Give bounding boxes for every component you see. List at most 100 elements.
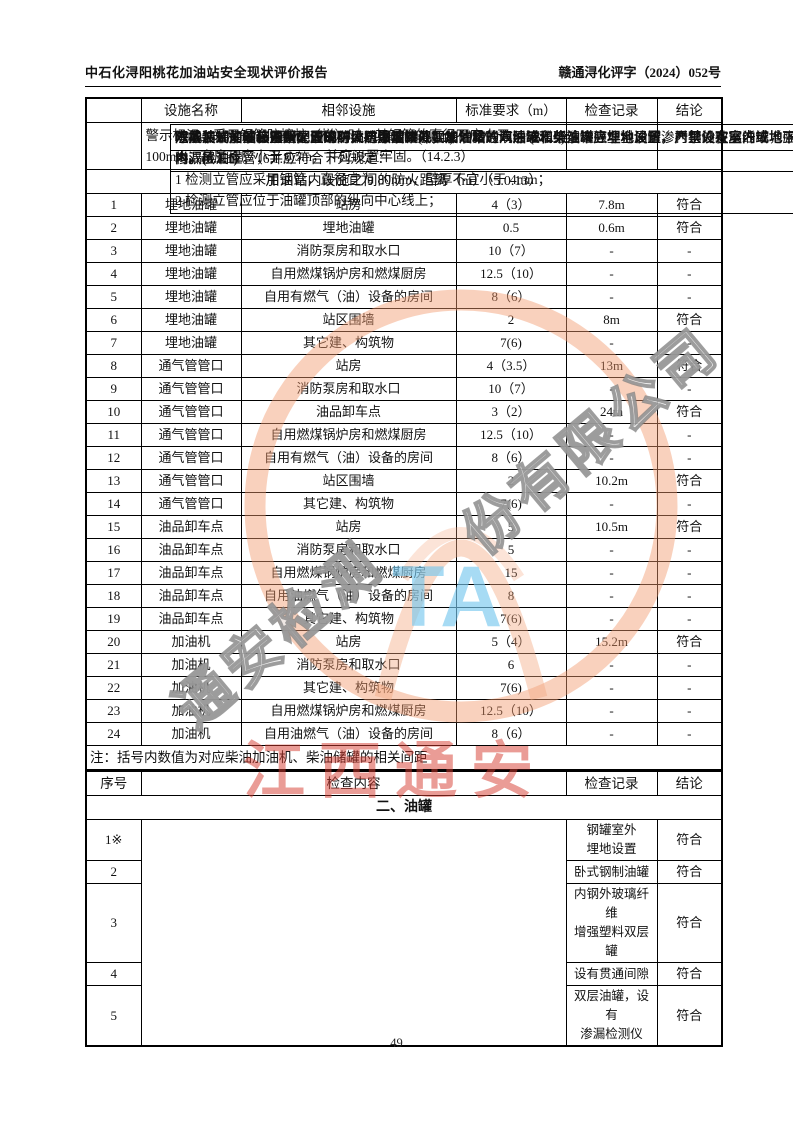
record-line: 埋地设置 [586, 842, 637, 856]
table-cell: 13m [565, 354, 658, 378]
table-row: 8 通气管管口 站房 4（3.5） 13m 符合 [85, 354, 723, 378]
table-cell: - [656, 607, 723, 631]
table-cell: - [565, 423, 658, 447]
table-cell: - [656, 699, 723, 723]
note-row: 注：括号内数值为对应柴油加油机、柴油储罐的相关间距 [85, 745, 723, 771]
table-cell: 通气管管口 [140, 354, 242, 378]
table-cell: 加油机 [140, 630, 242, 654]
carryover-row: 警示标识。采用钢管防撞柱（栏）时，其钢管的直径不应小于 100mm，高度不应小于… [85, 122, 723, 170]
content-line: 1 检测立管应采用钢管，直径宜为 80mm，壁厚不宜小于 4mm； [175, 172, 552, 187]
table-cell: 8 [455, 584, 567, 608]
page-number: 49 [390, 1036, 403, 1050]
table-row: 17 油品卸车点 自用燃煤锅炉房和燃煤厨房 15- - [85, 561, 723, 585]
content-line: 2 检测立管应位于油罐顶部的纵向中心线上； [175, 193, 442, 208]
table-cell: 自用油燃气（油）设备的房间 [240, 584, 457, 608]
table-cell: 自用燃煤锅炉房和燃煤厨房 [240, 699, 457, 723]
table-cell: 通气管管口 [140, 446, 242, 470]
table-cell: 5 [455, 538, 567, 562]
table-cell: 16 [85, 538, 142, 562]
table-cell: 0.5 [455, 216, 567, 240]
table-cell: - [565, 722, 658, 746]
table-cell: 埋地油罐 [140, 331, 242, 355]
table-row: 11 通气管管口 自用燃煤锅炉房和燃煤厨房 12.5（10） - - [85, 423, 723, 447]
table-cell: 油品卸车点 [140, 538, 242, 562]
column-header: 检查记录 [565, 771, 658, 796]
column-header-row: 设施名称 相邻设施 标准要求（m） 检查记录 结论 [85, 97, 723, 123]
table-cell: 通气管管口 [140, 400, 242, 424]
serial-cell: 2 [85, 860, 142, 884]
table-cell: 24m [565, 400, 658, 424]
table-cell: 6 [85, 308, 142, 332]
section-title: 二、油罐 [85, 795, 723, 820]
table-cell: 10 [85, 400, 142, 424]
table-cell: 埋地油罐 [140, 308, 242, 332]
conclusion-cell: 符合 [656, 985, 723, 1047]
column-header: 标准要求（m） [455, 97, 567, 123]
table-row: 21 加油机 消防泵房和取水口 6- - [85, 653, 723, 677]
table-cell: 站房 [240, 630, 457, 654]
table-row: 22 加油机 其它建、构筑物 7(6) - - [85, 676, 723, 700]
table-cell: - [565, 676, 658, 700]
tank-table-body: 1※ 除撬装式加油装置所配置的防火防爆油罐外，加油站的汽油罐和柴油罐应埋地设置，严… [85, 124, 793, 1047]
record-line: 渗漏检测仪 [580, 1027, 643, 1041]
table-cell: 13 [85, 469, 142, 493]
table-cell: 12.5（10） [455, 699, 567, 723]
section-title-row: 二、油罐 [85, 795, 723, 820]
table-row: 18 油品卸车点 自用油燃气（油）设备的房间 8- - [85, 584, 723, 608]
table-cell: 消防泵房和取水口 [240, 239, 457, 263]
table-cell: 埋地油罐 [140, 285, 242, 309]
table-cell: - [565, 607, 658, 631]
table-cell: 3 [85, 239, 142, 263]
table-cell: 埋地油罐 [140, 216, 242, 240]
table-cell: 自用燃煤锅炉房和燃煤厨房 [240, 561, 457, 585]
content-line: 双层钢制油罐、内钢外玻璃纤维增强塑料双层油罐和玻璃纤维增强塑料等非金属防渗衬里的… [175, 130, 793, 166]
table-cell: - [656, 423, 723, 447]
table-cell: 23 [85, 699, 142, 723]
table-cell: 符合 [656, 630, 723, 654]
table-cell: 8m [565, 308, 658, 332]
table-row: 1※ 除撬装式加油装置所配置的防火防爆油罐外，加油站的汽油罐和柴油罐应埋地设置，严… [85, 124, 793, 861]
serial-cell: 4 [85, 962, 142, 986]
record-cell: 双层油罐，设有 渗漏检测仪 [565, 985, 658, 1047]
table-cell: - [656, 377, 723, 401]
table-cell: 埋地油罐 [140, 239, 242, 263]
table-cell: - [565, 446, 658, 470]
column-header: 序号 [85, 771, 142, 796]
table-cell: 通气管管口 [140, 423, 242, 447]
table-cell: 8 [85, 354, 142, 378]
table-cell: 4（3.5） [455, 354, 567, 378]
table-cell: 11 [85, 423, 142, 447]
table-cell: 5 [455, 515, 567, 539]
table-cell: 站房 [240, 515, 457, 539]
record-cell: 设有贯通间隙 [565, 962, 658, 986]
table-cell: 其它建、构筑物 [240, 607, 457, 631]
table-cell: 20 [85, 630, 142, 654]
table-cell: 24 [85, 722, 142, 746]
table-cell: 3（2） [455, 400, 567, 424]
report-title: 中石化浔阳桃花加油站安全现状评价报告 [85, 65, 329, 80]
table-row: 4 埋地油罐 自用燃煤锅炉房和燃煤厨房 12.5（10） - - [85, 262, 723, 286]
table-cell: 15.2m [565, 630, 658, 654]
table-cell: 8（6） [455, 285, 567, 309]
table-row: 4 双层油罐内壁与外壁之间应有满足渗漏检测要求的贯通间隙.(6.1.9) 设有贯通间… [85, 124, 793, 986]
table-cell: - [565, 699, 658, 723]
column-header: 检查记录 [565, 97, 658, 123]
tank-table-head: 序号 检查内容 检查记录 结论 [85, 771, 723, 796]
table-cell: 15 [455, 561, 567, 585]
table-cell: - [656, 262, 723, 286]
record-line: 内钢外玻璃纤维 [573, 887, 649, 920]
table-cell: 站房 [240, 354, 457, 378]
table-cell: 9 [85, 377, 142, 401]
table-cell: - [565, 377, 658, 401]
content-cell: 双层钢制油罐、内钢外玻璃纤维增强塑料双层油罐和玻璃纤维增强塑料等非金属防渗衬里的… [170, 124, 793, 214]
table-cell: - [565, 262, 658, 286]
table-cell: 消防泵房和取水口 [240, 538, 457, 562]
table-row: 19 油品卸车点 其它建、构筑物 7(6) - - [85, 607, 723, 631]
table-cell: - [656, 584, 723, 608]
table-cell: - [656, 492, 723, 516]
record-line: 增强塑料双层罐 [573, 925, 649, 958]
content-line: 汽车加油站的储油罐，应采用卧式油罐。(6.1.2) [175, 130, 454, 145]
table-cell: - [656, 653, 723, 677]
table-cell: 12.5（10） [455, 262, 567, 286]
column-header: 结论 [656, 771, 723, 796]
